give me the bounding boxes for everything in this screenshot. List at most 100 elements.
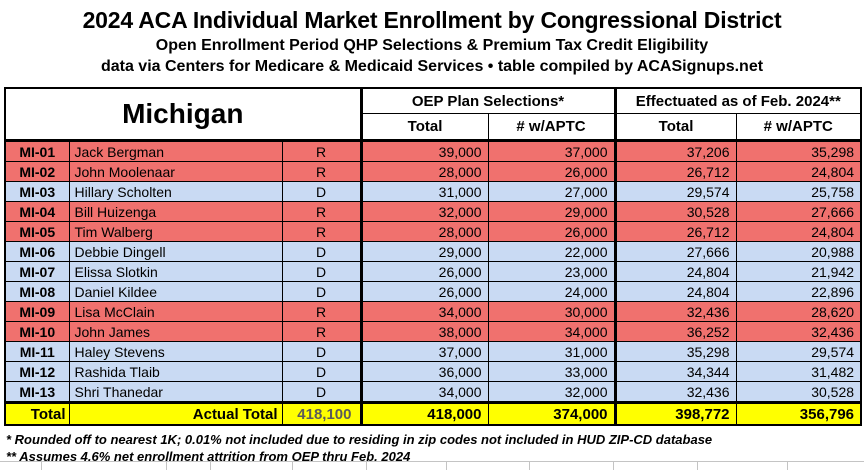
representative-name: Daniel Kildee xyxy=(68,281,283,302)
district-code: MI-09 xyxy=(4,301,70,322)
effectuated-aptc-value: 24,804 xyxy=(735,161,862,182)
actual-total-value: 418,100 xyxy=(281,401,363,426)
state-header: Michigan xyxy=(4,87,363,141)
district-row: MI-03 Hillary Scholten D 31,000 27,000 2… xyxy=(4,181,862,202)
party-label: R xyxy=(281,161,363,182)
representative-name: Haley Stevens xyxy=(68,341,283,362)
district-row: MI-11 Haley Stevens D 37,000 31,000 35,2… xyxy=(4,341,862,362)
oep-total-value: 34,000 xyxy=(360,381,489,403)
spreadsheet-gridline xyxy=(41,462,42,470)
oep-aptc-value: 23,000 xyxy=(487,261,617,282)
district-code: MI-03 xyxy=(4,181,70,202)
effectuated-section-header: Effectuated as of Feb. 2024** xyxy=(614,87,862,114)
oep-aptc-value: 32,000 xyxy=(487,381,617,403)
oep-aptc-value: 24,000 xyxy=(487,281,617,302)
spreadsheet-gridline xyxy=(166,462,167,470)
effectuated-total-value: 37,206 xyxy=(614,139,737,162)
oep-aptc-value: 26,000 xyxy=(487,161,617,182)
district-code: MI-01 xyxy=(4,139,70,162)
party-label: R xyxy=(281,221,363,242)
page-source-line: data via Centers for Medicare & Medicaid… xyxy=(100,58,764,75)
oep-total-value: 28,000 xyxy=(360,221,489,242)
spreadsheet-gridline xyxy=(787,462,788,470)
oep-total-value: 32,000 xyxy=(360,201,489,222)
title-block: 2024 ACA Individual Market Enrollment by… xyxy=(0,0,864,77)
effectuated-total-value: 26,712 xyxy=(614,161,737,182)
oep-total-value: 28,000 xyxy=(360,161,489,182)
effectuated-aptc-value: 29,574 xyxy=(735,341,862,362)
oep-aptc-value: 34,000 xyxy=(487,321,617,342)
oep-total-header: Total xyxy=(360,113,489,141)
party-label: D xyxy=(281,361,363,382)
district-code: MI-02 xyxy=(4,161,70,182)
oep-total-value: 36,000 xyxy=(360,361,489,382)
representative-name: Tim Walberg xyxy=(68,221,283,242)
effectuated-aptc-header: # w/APTC xyxy=(735,113,862,141)
spreadsheet-gridline xyxy=(697,462,698,470)
party-label: D xyxy=(281,341,363,362)
effectuated-total-header: Total xyxy=(614,113,737,141)
total-oep-aptc-value: 374,000 xyxy=(487,401,617,426)
total-effectuated-aptc-value: 356,796 xyxy=(735,401,862,426)
representative-name: Bill Huizenga xyxy=(68,201,283,222)
effectuated-aptc-value: 20,988 xyxy=(735,241,862,262)
district-row: MI-08 Daniel Kildee D 26,000 24,000 24,8… xyxy=(4,281,862,302)
actual-total-label: Actual Total xyxy=(68,401,283,426)
oep-aptc-value: 33,000 xyxy=(487,361,617,382)
effectuated-aptc-value: 24,804 xyxy=(735,221,862,242)
footnotes: * Rounded off to nearest 1K; 0.01% not i… xyxy=(6,431,864,465)
effectuated-aptc-value: 27,666 xyxy=(735,201,862,222)
representative-name: Shri Thanedar xyxy=(68,381,283,403)
footnote-attrition: ** Assumes 4.6% net enrollment attrition… xyxy=(6,449,411,464)
effectuated-total-value: 32,436 xyxy=(614,301,737,322)
total-oep-total-value: 418,000 xyxy=(360,401,489,426)
effectuated-aptc-value: 21,942 xyxy=(735,261,862,282)
representative-name: Lisa McClain xyxy=(68,301,283,322)
district-code: MI-13 xyxy=(4,381,70,403)
oep-total-value: 31,000 xyxy=(360,181,489,202)
oep-aptc-value: 30,000 xyxy=(487,301,617,322)
spreadsheet-gridline xyxy=(210,462,211,470)
representative-name: John Moolenaar xyxy=(68,161,283,182)
effectuated-aptc-value: 22,896 xyxy=(735,281,862,302)
district-row: MI-06 Debbie Dingell D 29,000 22,000 27,… xyxy=(4,241,862,262)
oep-total-value: 34,000 xyxy=(360,301,489,322)
district-code: MI-10 xyxy=(4,321,70,342)
oep-aptc-value: 29,000 xyxy=(487,201,617,222)
district-row: MI-07 Elissa Slotkin D 26,000 23,000 24,… xyxy=(4,261,862,282)
page-title: 2024 ACA Individual Market Enrollment by… xyxy=(82,7,782,33)
party-label: R xyxy=(281,321,363,342)
district-code: MI-08 xyxy=(4,281,70,302)
district-row: MI-04 Bill Huizenga R 32,000 29,000 30,5… xyxy=(4,201,862,222)
spreadsheet-gridline xyxy=(366,462,367,470)
oep-total-value: 26,000 xyxy=(360,281,489,302)
district-code: MI-04 xyxy=(4,201,70,222)
party-label: R xyxy=(281,139,363,162)
effectuated-aptc-value: 32,436 xyxy=(735,321,862,342)
spreadsheet-gridline xyxy=(529,462,530,470)
effectuated-aptc-value: 28,620 xyxy=(735,301,862,322)
effectuated-total-value: 29,574 xyxy=(614,181,737,202)
party-label: D xyxy=(281,261,363,282)
district-row: MI-10 John James R 38,000 34,000 36,252 … xyxy=(4,321,862,342)
table-body: MI-01 Jack Bergman R 39,000 37,000 37,20… xyxy=(4,139,862,403)
spreadsheet-gridline xyxy=(446,462,447,470)
effectuated-total-value: 24,804 xyxy=(614,261,737,282)
oep-aptc-header: # w/APTC xyxy=(487,113,617,141)
district-code: MI-07 xyxy=(4,261,70,282)
effectuated-total-value: 26,712 xyxy=(614,221,737,242)
party-label: D xyxy=(281,281,363,302)
district-row: MI-01 Jack Bergman R 39,000 37,000 37,20… xyxy=(4,139,862,162)
footnote-rounding: * Rounded off to nearest 1K; 0.01% not i… xyxy=(6,432,713,447)
district-row: MI-13 Shri Thanedar D 34,000 32,000 32,4… xyxy=(4,381,862,403)
oep-total-value: 39,000 xyxy=(360,139,489,162)
effectuated-aptc-value: 25,758 xyxy=(735,181,862,202)
oep-total-value: 37,000 xyxy=(360,341,489,362)
effectuated-aptc-value: 30,528 xyxy=(735,381,862,403)
representative-name: Rashida Tlaib xyxy=(68,361,283,382)
party-label: R xyxy=(281,301,363,322)
oep-total-value: 38,000 xyxy=(360,321,489,342)
party-label: R xyxy=(281,201,363,222)
oep-aptc-value: 26,000 xyxy=(487,221,617,242)
